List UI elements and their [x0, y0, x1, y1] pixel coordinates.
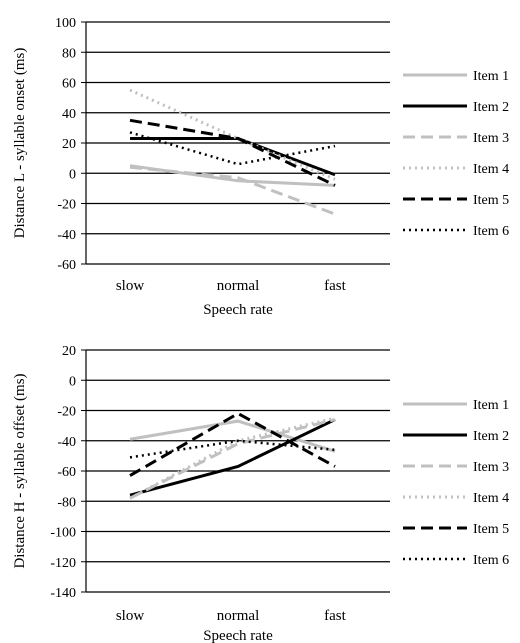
legend-label: Item 2 [473, 100, 509, 115]
legend-label: Item 5 [473, 193, 509, 208]
series-line-item-3 [129, 418, 336, 500]
x-tick-label: slow [116, 608, 145, 624]
x-tick-label: fast [324, 278, 346, 294]
y-tick-label: -60 [57, 258, 76, 273]
series-line-item-5 [129, 118, 336, 187]
series-line-item-6 [129, 131, 336, 166]
y-tick-label: -100 [50, 526, 76, 541]
y-tick-label: 0 [69, 167, 76, 182]
x-tick-label: fast [324, 608, 346, 624]
y-tick-label: 60 [62, 77, 76, 92]
y-axis-label: Distance H - syllable offset (ms) [12, 373, 28, 568]
series-line-item-1 [129, 164, 336, 187]
y-tick-label: 20 [62, 344, 76, 359]
legend-label: Item 1 [473, 69, 509, 84]
y-tick-label: 100 [55, 16, 76, 31]
y-tick-label: 40 [62, 107, 76, 122]
y-tick-label: 20 [62, 137, 76, 152]
x-axis-label: Speech rate [203, 628, 273, 643]
series-line-item-2 [129, 418, 336, 497]
series-line-item-4 [129, 88, 336, 181]
y-tick-label: -40 [57, 435, 76, 450]
legend-label: Item 1 [473, 398, 509, 413]
legend-label: Item 3 [473, 131, 509, 146]
x-tick-label: normal [217, 278, 260, 294]
y-tick-label: -40 [57, 228, 76, 243]
series-line-item-6 [129, 439, 336, 459]
legend-label: Item 5 [473, 522, 509, 537]
series-line-item-3 [129, 165, 336, 216]
x-axis-label: Speech rate [203, 302, 273, 318]
y-tick-label: -120 [50, 556, 76, 571]
series-line-item-5 [129, 411, 336, 477]
legend-label: Item 6 [473, 553, 509, 568]
y-axis-label: Distance L - syllable onset (ms) [12, 48, 28, 239]
legend-label: Item 6 [473, 224, 509, 239]
y-tick-label: 0 [69, 374, 76, 389]
y-tick-label: 80 [62, 46, 76, 61]
y-tick-label: -20 [57, 198, 76, 213]
x-tick-label: normal [217, 608, 260, 624]
legend-label: Item 4 [473, 162, 509, 177]
chart-panel-2: 20 0 -20 -40 -60 -80 -100 -120 -140 slow normal fas… [12, 344, 509, 643]
y-tick-label: -140 [50, 586, 76, 601]
x-tick-label: slow [116, 278, 145, 294]
legend-label: Item 4 [473, 491, 509, 506]
y-tick-label: -60 [57, 465, 76, 480]
legend-label: Item 3 [473, 460, 509, 475]
series-line-item-1 [129, 419, 336, 453]
legend-label: Item 2 [473, 429, 509, 444]
y-tick-label: -80 [57, 495, 76, 510]
y-tick-label: -20 [57, 405, 76, 420]
chart-panel-1: 100 80 60 40 20 0 -20 -40 -60 slow normal fast Speec… [12, 16, 509, 318]
